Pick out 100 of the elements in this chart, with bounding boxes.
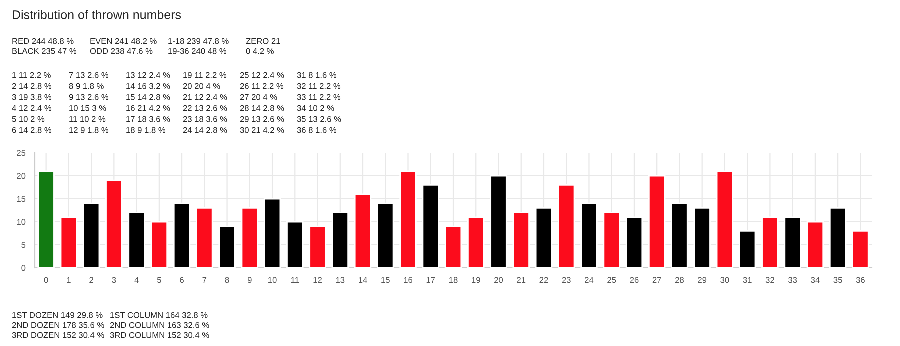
text: 10 15 3 % [70, 105, 106, 112]
text: 15 14 2.8 % [126, 94, 170, 100]
x-tick-label: 29 [698, 277, 707, 284]
x-tick-label: 5 [157, 277, 162, 284]
text: RED 244 48.8 % [12, 38, 74, 44]
chart-title: Distribution of thrown numbers [13, 10, 182, 20]
x-tick-label: 11 [291, 277, 300, 284]
x-tick-label: 23 [562, 277, 571, 284]
y-tick-label: 15 [17, 196, 26, 202]
x-tick-label: 6 [180, 277, 184, 284]
x-tick-label: 17 [426, 277, 436, 284]
text: 23 18 3.6 % [183, 116, 228, 122]
bar [196, 208, 214, 268]
bar [806, 221, 824, 268]
bar [128, 212, 146, 268]
text: 1 11 2.2 % [12, 72, 51, 78]
x-tick-label: 4 [134, 277, 139, 284]
bar [762, 216, 779, 268]
x-tick-label: 19 [472, 277, 480, 284]
y-tick-label: 20 [17, 173, 26, 180]
text: 30 21 4.2 % [240, 127, 284, 134]
text: 14 16 3.2 % [126, 83, 170, 90]
text: 32 11 2.2 % [297, 83, 341, 90]
text: 26 11 2.2 % [240, 83, 284, 90]
x-tick-label: 16 [404, 277, 413, 284]
bar [852, 230, 870, 268]
text: 18 9 1.8 % [126, 127, 166, 134]
bar [264, 198, 282, 268]
bar [603, 212, 620, 268]
bar [558, 184, 576, 268]
bar [309, 226, 326, 268]
text: 29 13 2.6 % [240, 116, 284, 122]
text: 28 14 2.8 % [240, 105, 284, 112]
bar [400, 170, 417, 268]
x-tick-label: 7 [202, 277, 207, 284]
bar [512, 212, 530, 268]
text: 19 11 2.2 % [184, 72, 227, 78]
bar [490, 175, 508, 268]
text: 16 21 4.2 % [126, 105, 170, 112]
bar [60, 216, 78, 268]
text: 36 8 1.6 % [297, 127, 337, 134]
bar [694, 208, 711, 268]
x-tick-label: 1 [67, 277, 71, 284]
bar [784, 216, 802, 268]
text: 17 18 3.6 % [126, 116, 170, 122]
x-tick-label: 0 [44, 277, 48, 284]
x-tick-label: 10 [268, 277, 277, 284]
bar [82, 202, 100, 268]
text: 2ND COLUMN 163 32.6 % [110, 322, 210, 328]
bar [332, 212, 350, 268]
text: 1-18 239 47.8 % [168, 38, 229, 44]
bar [422, 184, 440, 268]
text: 7 13 2.6 % [69, 72, 109, 78]
text: 2ND DOZEN 178 35.6 % [12, 322, 104, 328]
bar [648, 175, 666, 268]
text: 3RD COLUMN 152 30.4 % [110, 332, 210, 338]
x-tick-label: 18 [450, 277, 458, 284]
x-tick-label: 15 [382, 277, 390, 284]
text: 20 20 4 % [183, 83, 220, 90]
text: 31 8 1.6 % [297, 72, 337, 78]
text: 34 10 2 % [297, 105, 334, 112]
text: 21 12 2.4 % [183, 94, 228, 100]
x-tick-label: 22 [540, 277, 548, 284]
x-tick-label: 30 [720, 277, 730, 284]
text: 5 10 2 % [12, 116, 45, 122]
x-tick-label: 35 [834, 277, 842, 284]
x-tick-label: 8 [225, 277, 230, 284]
text: 22 13 2.6 % [183, 105, 228, 112]
bar [535, 208, 553, 268]
x-tick-label: 12 [314, 277, 322, 284]
text: 3RD DOZEN 152 30.4 % [12, 332, 104, 338]
x-tick-label: 20 [494, 277, 504, 284]
text: 4 12 2.4 % [12, 105, 52, 112]
text: 9 13 2.6 % [69, 94, 109, 100]
text: ODD 238 47.6 % [90, 48, 153, 54]
bar [468, 216, 485, 268]
x-tick-label: 21 [517, 277, 526, 284]
text: 33 11 2.2 % [297, 94, 341, 100]
text: 11 10 2 % [70, 116, 106, 122]
text: 0 4.2 % [246, 48, 274, 54]
y-tick-label: 5 [22, 242, 26, 248]
bar [150, 221, 168, 268]
bar [829, 208, 847, 268]
bar [354, 194, 372, 268]
text: ZERO 21 [246, 38, 280, 44]
y-tick-label: 0 [22, 265, 26, 272]
x-tick-label: 2 [90, 277, 94, 284]
x-tick-label: 24 [585, 277, 594, 284]
x-tick-label: 14 [359, 277, 368, 284]
text: EVEN 241 48.2 % [90, 38, 157, 44]
bar [377, 202, 394, 268]
bar [738, 230, 756, 268]
text: 25 12 2.4 % [240, 72, 284, 78]
x-tick-label: 27 [652, 277, 662, 284]
bar [106, 180, 123, 268]
x-tick-label: 32 [766, 277, 774, 284]
bar [444, 226, 462, 268]
x-tick-label: 33 [788, 277, 798, 284]
text: 35 13 2.6 % [297, 116, 342, 122]
text: 24 14 2.8 % [183, 127, 228, 134]
